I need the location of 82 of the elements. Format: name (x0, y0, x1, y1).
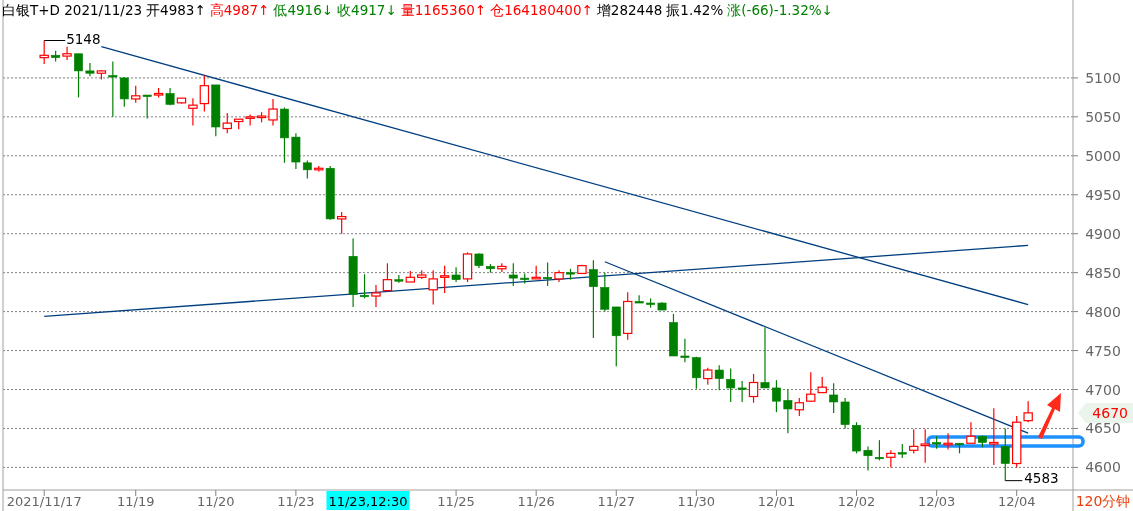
annotation: 振1.42% (666, 2, 724, 18)
candlestick (737, 380, 747, 403)
y-tick-label: 4650 (1085, 420, 1121, 437)
text: 4670 (1092, 404, 1128, 421)
candlestick (439, 265, 450, 294)
candlestick (886, 449, 896, 469)
candlestick (360, 273, 369, 299)
candlestick (1023, 400, 1033, 423)
candlestick (188, 97, 198, 127)
candlestick (783, 388, 793, 434)
y-tick-label: 5000 (1085, 147, 1121, 164)
candlestick (691, 356, 701, 390)
x-tick-label: 12/04 (997, 494, 1036, 509)
y-tick-label: 4700 (1085, 381, 1121, 398)
candlestick (74, 53, 83, 98)
x-tick-label: 2021/11/17 (6, 494, 82, 509)
annotation: 仓164180400↑ (490, 2, 593, 18)
x-tick-label: 11/23 (277, 494, 315, 509)
annotation: 增282448 (595, 2, 663, 18)
candlestick (920, 428, 930, 464)
x-tick-label: 12/03 (917, 494, 956, 509)
candlestick (1000, 427, 1010, 482)
candlestick (222, 112, 232, 134)
candlestick (62, 46, 72, 61)
annotation: 量1165360↑ (400, 2, 487, 18)
candlestick (874, 439, 884, 461)
candlestick (382, 262, 393, 292)
candlestick (142, 94, 152, 120)
candlestick (371, 284, 381, 308)
candlestick (966, 421, 976, 444)
x-tick-label: 11/26 (517, 494, 555, 509)
candlestick (394, 274, 404, 284)
candlestick (451, 266, 461, 283)
x-tick-label: 11/30 (677, 494, 716, 509)
candlestick (336, 211, 347, 235)
y-tick-label: 4800 (1085, 303, 1121, 320)
chart-title: 白银T+D 2021/11/23 (2, 2, 143, 18)
candlestick (199, 74, 210, 112)
annotation: 涨(-66)-1.32%↓ (727, 2, 833, 18)
y-tick-label: 4850 (1085, 264, 1121, 281)
annotation: 5148 (66, 30, 101, 47)
x-tick-label: 11/20 (197, 494, 235, 509)
candlestick (909, 428, 919, 454)
candlestick (85, 62, 95, 77)
y-tick-label: 4900 (1085, 225, 1121, 242)
candlestick (680, 338, 690, 363)
annotation: 低4916↓ (273, 2, 334, 18)
x-tick-label: 12/02 (837, 494, 876, 509)
y-tick-label: 5050 (1085, 108, 1121, 125)
candlestick (108, 60, 118, 118)
candlestick (588, 259, 598, 339)
candlestick (543, 261, 553, 287)
y-tick-label: 5100 (1085, 69, 1121, 86)
candlestick (634, 294, 644, 304)
candlestick (989, 407, 999, 466)
candlestick (119, 76, 129, 108)
x-tick-label: 11/19 (116, 494, 155, 509)
candlestick (760, 326, 770, 389)
candlestick (840, 397, 850, 430)
candlestick (806, 371, 816, 402)
x-tick-label: 12/01 (757, 494, 796, 509)
annotation: 4583 (1024, 469, 1059, 486)
annotation: 高4987↑ (209, 2, 270, 18)
candlestick (829, 382, 839, 414)
x-tick-label: 11/27 (597, 494, 635, 509)
candlestick (748, 373, 759, 404)
y-tick-label: 4950 (1085, 186, 1121, 203)
candlestick (268, 98, 278, 127)
candlestick (428, 269, 438, 306)
x-tick-label: 11/25 (437, 494, 475, 509)
text: 120分钟 (1075, 493, 1131, 509)
y-tick-label: 4600 (1085, 459, 1121, 476)
candlestick (726, 367, 736, 403)
candlestick (245, 113, 255, 127)
candlestick (863, 445, 873, 472)
annotation: 收4917↓ (337, 2, 397, 18)
y-tick-label: 4750 (1085, 342, 1121, 359)
candlestick (772, 379, 781, 413)
annotation: 开4983↑ (146, 2, 206, 18)
candlestick (714, 364, 724, 391)
candlestick (508, 262, 518, 287)
candlestick (39, 39, 49, 65)
